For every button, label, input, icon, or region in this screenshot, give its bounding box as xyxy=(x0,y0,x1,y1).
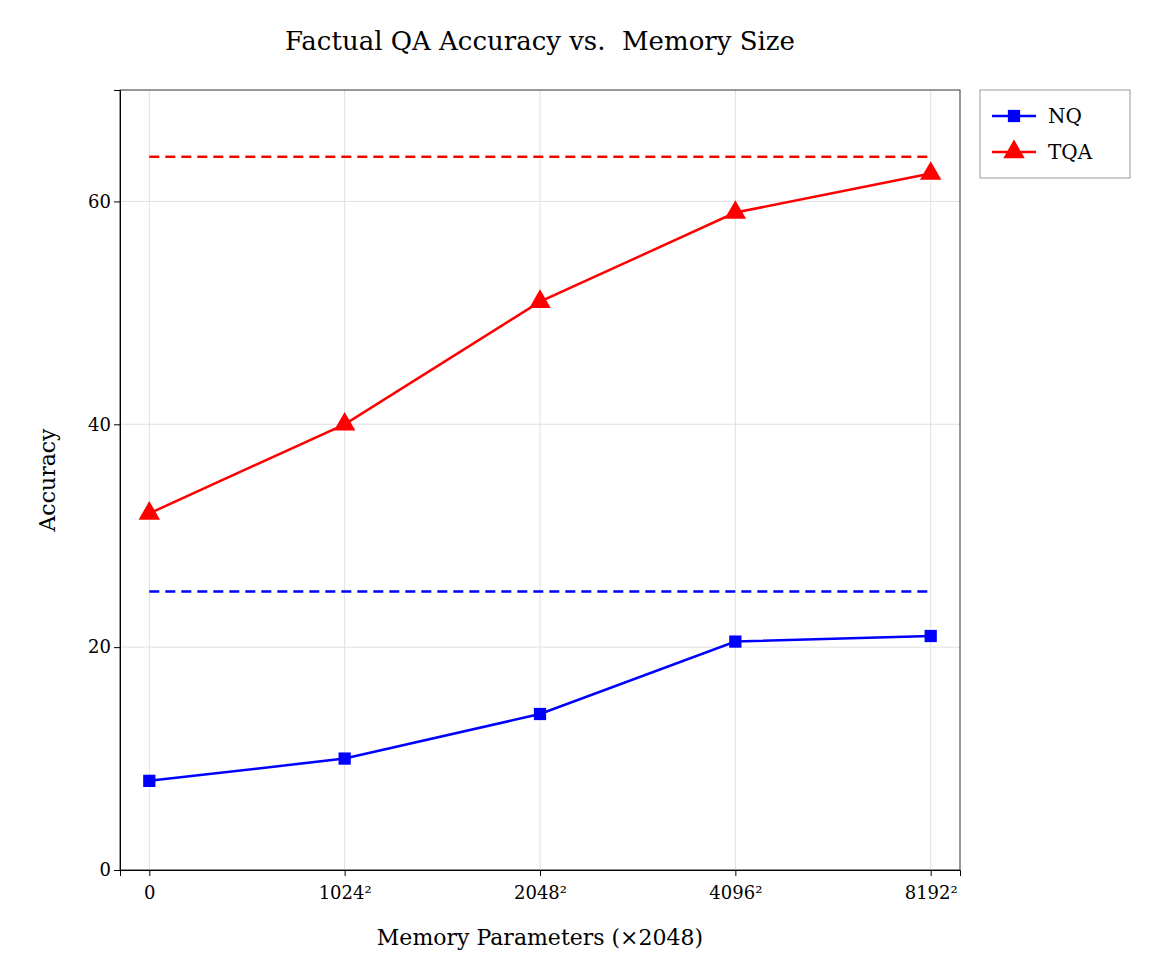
x-tick-mark xyxy=(540,870,541,876)
marker xyxy=(334,412,355,431)
y-tick-mark xyxy=(114,870,120,871)
grid-line-x xyxy=(149,90,150,870)
baseline xyxy=(149,156,930,159)
x-axis-line xyxy=(121,871,961,877)
x-tick: 1024² xyxy=(319,870,372,903)
grid-line-x xyxy=(540,90,541,870)
y-axis: 0 20 40 60 xyxy=(88,91,120,881)
y-tick-mark xyxy=(114,201,120,202)
legend: NQ TQA xyxy=(980,90,1130,178)
x-tick-label: 8192² xyxy=(905,882,958,903)
series xyxy=(139,157,942,520)
marker xyxy=(920,161,941,180)
x-axis: 0 1024² 2048² 4096² 8192² xyxy=(121,870,961,903)
marker xyxy=(139,501,160,520)
legend-item: NQ xyxy=(992,104,1082,128)
legend-frame xyxy=(980,90,1130,178)
series xyxy=(143,591,937,787)
title: Factual QA Accuracy vs. Memory Size xyxy=(285,26,795,56)
plot-frame xyxy=(120,90,960,870)
x-axis-label: Memory Parameters (×2048) xyxy=(377,925,703,950)
marker xyxy=(534,708,546,720)
x-tick: 8192² xyxy=(905,870,958,903)
y-tick: 0 xyxy=(100,859,120,880)
x-tick: 4096² xyxy=(709,870,762,903)
y-tick: 60 xyxy=(88,191,120,212)
marker xyxy=(529,289,550,308)
marker xyxy=(729,635,741,647)
marks xyxy=(139,157,942,787)
x-tick-mark xyxy=(345,870,346,876)
legend-label: NQ xyxy=(1048,104,1082,128)
legend-label: TQA xyxy=(1048,140,1093,164)
plot: 0 1024² 2048² 4096² 8192² 0 20 40 60 xyxy=(88,90,960,903)
x-tick-mark xyxy=(149,870,150,876)
x-tick: 2048² xyxy=(514,870,567,903)
grid xyxy=(120,90,960,870)
legend-marker xyxy=(1003,140,1024,159)
marker xyxy=(725,200,746,219)
y-axis-label: Accuracy xyxy=(35,428,60,533)
y-tick-label: 0 xyxy=(100,859,111,880)
baseline xyxy=(149,590,930,593)
y-axis-line xyxy=(114,91,121,871)
marker xyxy=(339,752,351,764)
y-tick-label: 40 xyxy=(88,414,111,435)
x-tick-mark xyxy=(931,870,932,876)
y-tick-label: 60 xyxy=(88,191,111,212)
x-tick-label: 2048² xyxy=(514,882,567,903)
y-tick-mark xyxy=(114,647,120,648)
marker xyxy=(143,775,155,787)
y-tick: 40 xyxy=(88,414,120,435)
chart: 0 1024² 2048² 4096² 8192² 0 20 40 60 Factual QA A… xyxy=(0,0,1160,980)
series-line xyxy=(149,174,930,514)
x-tick: 0 xyxy=(144,870,155,903)
marker xyxy=(925,630,937,642)
series-line xyxy=(149,636,930,781)
x-tick-mark xyxy=(735,870,736,876)
x-tick-label: 1024² xyxy=(319,882,372,903)
legend-item: TQA xyxy=(992,140,1093,164)
y-tick-label: 20 xyxy=(88,636,111,657)
legend-marker xyxy=(1008,110,1020,122)
grid-line-x xyxy=(930,90,931,870)
x-tick-label: 0 xyxy=(144,882,155,903)
y-tick-mark xyxy=(114,424,120,425)
x-tick-label: 4096² xyxy=(709,882,762,903)
y-tick: 20 xyxy=(88,636,120,657)
